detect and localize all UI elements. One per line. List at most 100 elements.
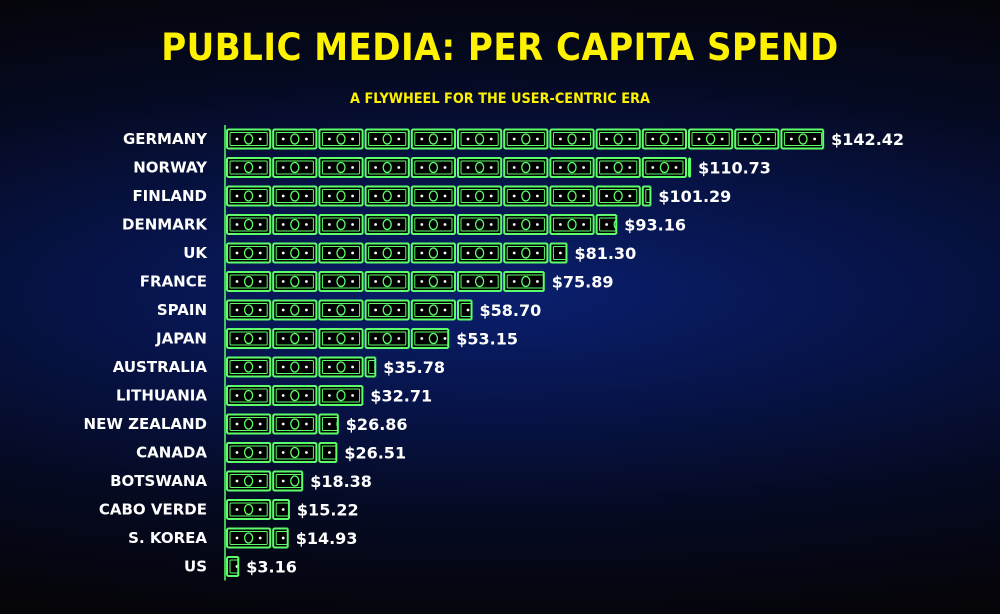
dollar-bill-icon [226,385,272,406]
dollar-bill-icon [318,385,363,406]
dollar-bill-icon [549,242,567,264]
value-label: $53.15 [456,330,518,349]
category-label: FRANCE [140,273,207,291]
dollar-bill-icon [318,185,364,207]
dollar-bill-icon [226,185,272,207]
dollar-bill-icon [549,157,595,178]
dollar-bill-icon [226,356,272,378]
dollar-bill-icon [503,157,549,178]
bar [226,157,691,178]
dollar-bill-icon [226,413,272,435]
dollar-bill-icon [226,271,272,292]
dollar-bill-icon [503,271,544,292]
dollar-bill-icon [457,242,503,264]
dollar-bill-icon [226,470,272,492]
dollar-bill-icon [272,214,318,235]
category-label: NEW ZEALAND [84,415,207,433]
category-label: NORWAY [133,159,208,177]
dollar-bill-icon [318,271,364,292]
dollar-bill-icon [272,356,318,378]
value-label: $32.71 [370,387,432,406]
bar [226,299,472,321]
dollar-bill-icon [318,299,364,321]
dollar-bill-icon [272,328,318,349]
dollar-bill-icon [318,356,364,378]
dollar-bill-icon [457,299,472,321]
value-label: $81.30 [574,244,636,263]
dollar-bill-icon [272,299,318,321]
dollar-bill-icon [780,128,824,150]
dollar-bill-icon [318,328,364,349]
category-label: FINLAND [132,187,207,205]
dollar-bill-icon [457,157,503,178]
dollar-bill-icon [641,185,651,207]
dollar-bill-icon [595,157,641,178]
chart-subtitle: A FLYWHEEL FOR THE USER-CENTRIC ERA [349,91,651,107]
category-label: GERMANY [123,130,208,148]
dollar-bill-icon [318,128,364,150]
dollar-bill-icon [410,271,456,292]
value-label: $101.29 [658,187,731,206]
dollar-bill-icon [549,214,595,235]
dollar-bill-icon [272,157,318,178]
dollar-bill-icon [549,128,595,150]
value-label: $75.89 [552,273,614,292]
value-label: $142.42 [831,130,904,149]
dollar-bill-icon [410,299,456,321]
dollar-bill-icon [457,271,503,292]
dollar-bill-icon [364,157,410,178]
bar [226,356,376,378]
dollar-bill-icon [226,157,272,178]
dollar-bill-icon [272,413,318,435]
dollar-bill-icon [364,328,410,349]
value-label: $26.51 [344,444,406,463]
value-label: $14.93 [296,529,358,548]
dollar-bill-icon [226,328,272,349]
dollar-bill-icon [318,214,364,235]
dollar-bill-icon [503,185,549,207]
dollar-bill-icon [226,527,272,549]
dollar-bill-icon [318,242,364,264]
dollar-bill-icon [457,185,503,207]
dollar-bill-icon [503,242,549,264]
dollar-bill-icon [410,214,456,235]
dollar-bill-icon [272,271,318,292]
bar [226,470,303,492]
category-label: CABO VERDE [99,501,207,519]
value-label: $15.22 [297,501,359,520]
value-label: $35.78 [383,358,445,377]
dollar-bill-icon [549,185,595,207]
bar [226,527,288,549]
dollar-bill-icon [595,185,641,207]
category-label: DENMARK [122,216,208,234]
bar [226,385,363,406]
value-label: $3.16 [246,558,297,577]
dollar-bill-icon [226,499,272,520]
bar [226,242,567,264]
dollar-bill-icon [364,299,410,321]
dollar-bill-icon [410,157,456,178]
dollar-bill-icon [457,214,503,235]
dollar-bill-icon [364,185,410,207]
bar [226,185,651,207]
dollar-bill-icon [688,128,734,150]
dollar-bill-icon [641,128,687,150]
dollar-bill-icon [318,442,337,463]
dollar-bill-icon [595,128,641,150]
dollar-bill-icon [641,157,687,178]
bar [226,442,337,463]
dollar-bill-icon [364,214,410,235]
dollar-bill-icon [272,527,288,549]
dollar-bill-icon [734,128,780,150]
category-label: S. KOREA [128,529,207,547]
bar [226,413,338,435]
dollar-bill-icon [272,242,318,264]
value-label: $110.73 [698,159,771,178]
dollar-bill-icon [595,214,617,235]
dollar-bill-icon [272,499,289,520]
category-label: CANADA [136,444,207,462]
category-label: LITHUANIA [116,387,207,405]
dollar-bill-icon [272,185,318,207]
dollar-bill-icon [226,214,272,235]
